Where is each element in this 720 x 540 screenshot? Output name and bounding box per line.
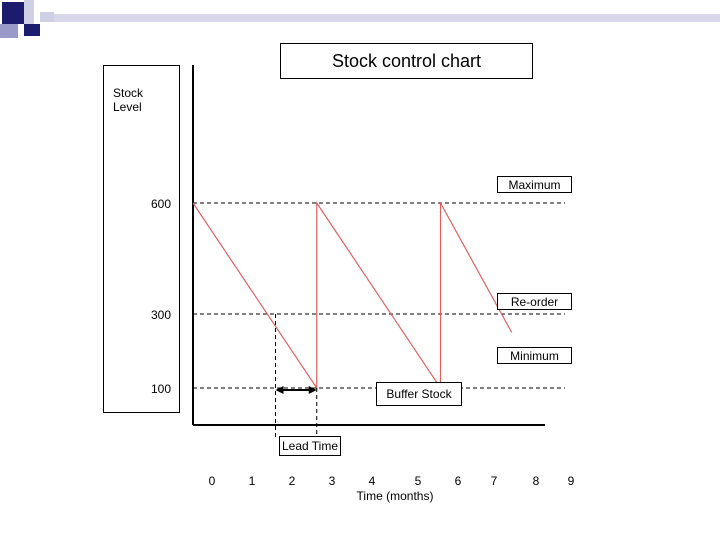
stock-level-line <box>192 201 513 390</box>
y-tick-label: 100 <box>150 382 172 396</box>
lead-time-label: Lead Time <box>279 436 341 456</box>
x-tick-label: 0 <box>208 474 216 488</box>
x-tick-label: 6 <box>454 474 462 488</box>
x-tick-label: 4 <box>368 474 376 488</box>
lead-time-arrow-head-right <box>308 386 317 394</box>
reference-label-maximum: Maximum <box>497 176 572 193</box>
x-tick-label: 7 <box>490 474 498 488</box>
x-tick-label: 3 <box>328 474 336 488</box>
x-tick-label: 5 <box>414 474 422 488</box>
y-axis-label-panel: Stock Level <box>103 65 180 413</box>
y-tick-label: 300 <box>150 308 172 322</box>
chart-title: Stock control chart <box>280 43 533 79</box>
lead-time-arrow-head-left <box>275 386 284 394</box>
x-tick-label: 8 <box>532 474 540 488</box>
y-axis-label: Stock Level <box>113 86 144 114</box>
x-tick-label: 1 <box>248 474 256 488</box>
x-tick-label: 9 <box>567 474 575 488</box>
reference-label-re-order: Re-order <box>497 293 572 310</box>
y-tick-label: 600 <box>150 197 172 211</box>
x-axis-label: Time (months) <box>356 489 434 503</box>
x-tick-label: 2 <box>288 474 296 488</box>
buffer-stock-label: Buffer Stock <box>376 382 462 406</box>
reference-label-minimum: Minimum <box>497 347 572 364</box>
